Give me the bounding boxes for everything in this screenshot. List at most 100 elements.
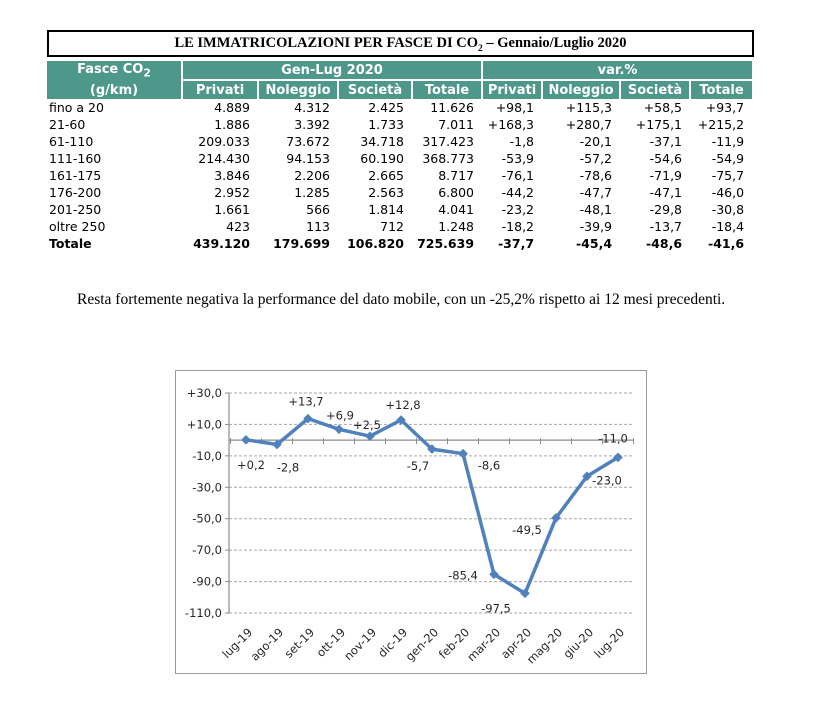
cell-value: 317.423 <box>422 134 475 149</box>
cell-value: +115,3 <box>565 100 613 115</box>
cell-value: +215,2 <box>697 117 745 132</box>
cell-value: -76,1 <box>501 168 535 183</box>
row-label: 21-60 <box>49 117 86 132</box>
data-point-label: -2,8 <box>277 461 299 475</box>
cell-value: 1.248 <box>438 219 475 234</box>
cell-value: +98,1 <box>495 100 535 115</box>
y-tick-label: +30,0 <box>187 386 222 400</box>
cell-value: 2.206 <box>294 168 330 183</box>
cell-value: 1.661 <box>214 202 250 217</box>
data-point-label: +2,5 <box>353 418 381 432</box>
data-point-label: +13,7 <box>288 395 323 409</box>
line-chart-svg: +0,2 -2,8 +13,7+6,9+2,5 +12,8 -5,7 -8,6 -85,4 -… <box>185 386 634 666</box>
cell-value: 113 <box>306 219 330 234</box>
cell-value: 2.425 <box>368 100 404 115</box>
cell-value: -54,9 <box>711 151 745 166</box>
cell-value: 725.639 <box>417 236 475 251</box>
table-row: 21-60 1.886 3.392 1.733 7.011 +168,3 +280,7 +17… <box>47 116 752 133</box>
data-point-marker <box>458 448 468 459</box>
cell-value: -47,1 <box>649 185 683 200</box>
cell-value: -44,2 <box>501 185 535 200</box>
cell-value: 8.717 <box>438 168 475 183</box>
cell-value: 423 <box>226 219 250 234</box>
cell-value: -37,7 <box>497 236 535 251</box>
cell-value: 1.285 <box>294 185 330 200</box>
column-header: Noleggio <box>257 79 338 99</box>
row-label: fino a 20 <box>49 100 104 115</box>
table-row: 61-110 209.033 73.672 34.718 317.423 -1,8 -20,… <box>47 133 752 150</box>
cell-value: 6.800 <box>438 185 475 200</box>
table-row: 161-175 3.846 2.206 2.665 8.717 -76,1 -78,6 -71… <box>47 167 752 184</box>
cell-value: 2.563 <box>368 185 404 200</box>
cell-value: 566 <box>306 202 330 217</box>
row-label: 201-250 <box>49 202 102 217</box>
cell-value: -78,6 <box>579 168 613 183</box>
x-tick-label: nov-19 <box>341 625 379 663</box>
row-label: oltre 250 <box>49 219 106 234</box>
table-row: Totale 439.120 179.699 106.820 725.639 -37,7 -… <box>47 235 752 252</box>
cell-value: 3.846 <box>214 168 250 183</box>
cell-value: +280,7 <box>565 117 613 132</box>
cell-value: 214.430 <box>198 151 250 166</box>
y-tick-label: -10,0 <box>192 449 222 463</box>
data-point-label: -85,4 <box>448 568 478 582</box>
cell-value: -57,2 <box>579 151 613 166</box>
data-point-label: -11,0 <box>598 431 628 445</box>
data-point-marker <box>489 569 499 580</box>
co2-registrations-table: Fasce CO2 (g/km) Gen-Lug 2020 var.% Priv… <box>47 61 753 252</box>
cell-value: 368.773 <box>422 151 475 166</box>
cell-value: 179.699 <box>273 236 330 251</box>
cell-value: 4.041 <box>438 202 475 217</box>
cell-value: 4.312 <box>294 100 330 115</box>
cell-value: -54,6 <box>649 151 683 166</box>
data-point-marker <box>334 424 344 435</box>
cell-value: -46,0 <box>711 185 745 200</box>
y-tick-label: -70,0 <box>192 543 222 557</box>
cell-value: 73.672 <box>286 134 330 149</box>
data-point-marker <box>520 588 530 599</box>
x-tick-label: mar-20 <box>464 625 503 664</box>
cell-value: 2.665 <box>368 168 404 183</box>
cell-value: -29,8 <box>649 202 683 217</box>
cell-value: 439.120 <box>193 236 250 251</box>
row-label: 61-110 <box>49 134 94 149</box>
report-title-text: LE IMMATRICOLAZIONI PER FASCE DI CO2 – G… <box>174 35 627 54</box>
cell-value: -48,1 <box>579 202 613 217</box>
group-header-var-pct: var.% <box>481 61 753 80</box>
data-point-marker <box>427 444 437 454</box>
data-point-label: -8,6 <box>478 459 500 473</box>
cell-value: -48,6 <box>645 236 683 251</box>
column-header: Privati <box>181 79 258 99</box>
group-header-gen-lug-2020: Gen-Lug 2020 <box>180 61 483 80</box>
x-tick-label: gen-20 <box>403 625 442 664</box>
cell-value: 60.190 <box>360 151 404 166</box>
cell-value: -20,1 <box>579 134 613 149</box>
row-label: Totale <box>49 236 92 251</box>
x-tick-label: set-19 <box>282 625 318 661</box>
cell-value: -11,9 <box>711 134 745 149</box>
y-tick-label: -30,0 <box>192 480 222 494</box>
cell-value: -47,7 <box>579 185 613 200</box>
row-label: 111-160 <box>49 151 102 166</box>
data-point-label: +12,8 <box>385 398 420 412</box>
cell-value: 34.718 <box>360 134 404 149</box>
cell-value: -41,6 <box>708 236 745 251</box>
data-point-marker <box>365 431 375 442</box>
cell-value: 106.820 <box>347 236 404 251</box>
cell-value: -18,4 <box>711 219 745 234</box>
commentary-paragraph: Resta fortemente negativa la performance… <box>77 291 726 308</box>
data-point-label: -23,0 <box>592 473 622 487</box>
cell-value: 94.153 <box>286 151 330 166</box>
column-header: Totale <box>689 79 753 99</box>
cell-value: -75,7 <box>711 168 745 183</box>
data-point-label: -49,5 <box>512 523 542 537</box>
y-tick-label: +10,0 <box>187 417 222 431</box>
cell-value: -45,4 <box>575 236 613 251</box>
data-point-label: +0,2 <box>237 458 265 472</box>
table-row: 201-250 1.661 566 1.814 4.041 -23,2 -48,1 -29,8… <box>47 201 752 218</box>
table-row: 111-160 214.430 94.153 60.190 368.773 -53,9 -5… <box>47 150 752 167</box>
cell-value: 2.952 <box>214 185 250 200</box>
y-tick-label: -110,0 <box>185 606 222 620</box>
y-tick-label: -90,0 <box>192 575 222 589</box>
data-point-label: -97,5 <box>481 601 511 615</box>
